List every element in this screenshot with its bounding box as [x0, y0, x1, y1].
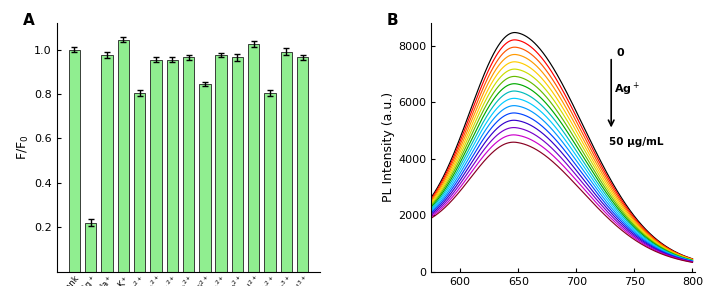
Bar: [281, 52, 292, 272]
Text: 50 μg/mL: 50 μg/mL: [609, 137, 664, 147]
Bar: [183, 57, 194, 272]
Text: A: A: [23, 13, 34, 28]
Bar: [216, 55, 227, 272]
Bar: [167, 59, 178, 272]
Bar: [85, 223, 96, 272]
Bar: [297, 57, 308, 272]
Y-axis label: F/F$_0$: F/F$_0$: [16, 134, 31, 160]
Y-axis label: PL Intensity (a.u.): PL Intensity (a.u.): [382, 92, 396, 202]
Text: Ag$^+$: Ag$^+$: [613, 81, 640, 98]
Bar: [199, 84, 211, 272]
Bar: [118, 39, 129, 272]
Bar: [264, 93, 276, 272]
Bar: [248, 44, 259, 272]
Bar: [134, 93, 145, 272]
Bar: [150, 59, 162, 272]
Text: B: B: [386, 13, 398, 28]
Bar: [101, 55, 113, 272]
Text: 0: 0: [617, 47, 625, 57]
Bar: [232, 57, 243, 272]
Bar: [69, 49, 80, 272]
